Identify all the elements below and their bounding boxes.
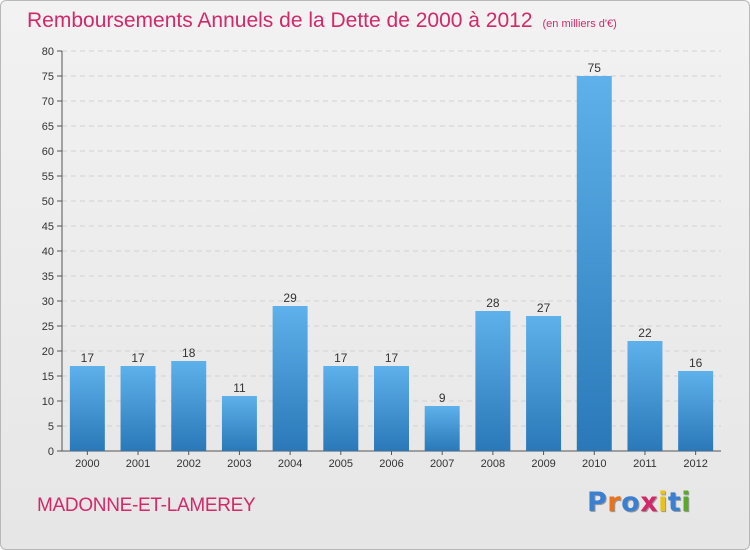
x-tick-label: 2011 xyxy=(633,458,657,470)
bar xyxy=(627,341,663,451)
x-tick-label: 2002 xyxy=(176,458,200,470)
data-label: 11 xyxy=(233,381,246,395)
commune-name: MADONNE-ET-LAMEREY xyxy=(37,495,256,516)
x-tick-label: 2003 xyxy=(227,458,251,470)
data-label: 22 xyxy=(638,326,652,340)
y-tick-label: 5 xyxy=(48,421,54,433)
y-tick-label: 25 xyxy=(42,321,54,333)
chart-subtitle: (en milliers d'€) xyxy=(542,18,617,30)
bar xyxy=(272,306,308,451)
data-label: 28 xyxy=(486,296,500,310)
x-tick-label: 2004 xyxy=(278,458,302,470)
x-tick-label: 2006 xyxy=(379,458,403,470)
chart-title-area: Remboursements Annuels de la Dette de 20… xyxy=(27,9,617,33)
data-label: 17 xyxy=(385,351,399,365)
data-label: 75 xyxy=(588,61,602,75)
y-tick-label: 10 xyxy=(42,396,54,408)
data-label: 9 xyxy=(439,391,446,405)
data-label: 17 xyxy=(131,351,145,365)
chart-title: Remboursements Annuels de la Dette de 20… xyxy=(27,9,533,32)
x-tick-label: 2012 xyxy=(683,458,707,470)
y-tick-label: 55 xyxy=(42,171,54,183)
bar xyxy=(374,366,409,451)
x-tick-label: 2000 xyxy=(75,458,99,470)
y-tick-label: 15 xyxy=(42,371,54,383)
bar xyxy=(526,316,562,451)
bar xyxy=(678,371,714,451)
data-label: 18 xyxy=(182,346,196,360)
data-label: 16 xyxy=(689,356,703,370)
x-tick-label: 2009 xyxy=(531,458,555,470)
y-tick-label: 65 xyxy=(42,121,54,133)
logo-letter: x xyxy=(640,487,659,518)
proxiti-logo: Proxiti xyxy=(587,487,691,518)
y-tick-label: 20 xyxy=(42,346,54,358)
logo-letter: i xyxy=(658,487,668,518)
bar xyxy=(120,366,156,451)
y-tick-label: 80 xyxy=(42,46,54,58)
y-tick-label: 45 xyxy=(42,221,54,233)
bar xyxy=(576,76,612,451)
y-tick-label: 60 xyxy=(42,146,54,158)
x-tick-label: 2008 xyxy=(481,458,505,470)
y-tick-label: 50 xyxy=(42,196,54,208)
bar xyxy=(475,311,511,451)
logo-letter: r xyxy=(607,487,622,518)
bar xyxy=(171,361,207,451)
y-tick-label: 35 xyxy=(42,271,54,283)
data-labels: 17 17 18 11 29 17 17 9 28 27 75 22 16 xyxy=(81,61,703,405)
data-label: 29 xyxy=(283,291,297,305)
bar xyxy=(221,396,257,451)
logo-letter: i xyxy=(681,487,692,518)
logo-letter: t xyxy=(667,487,682,518)
x-tick-label: 2007 xyxy=(430,458,454,470)
y-tick-label: 70 xyxy=(42,96,54,108)
bar xyxy=(424,406,460,451)
data-label: 27 xyxy=(537,301,551,315)
y-tick-label: 30 xyxy=(42,296,54,308)
axes: 0 5 10 15 20 25 30 35 40 45 50 55 60 65 70 75 80 2000 2001… xyxy=(42,46,721,470)
bar xyxy=(69,366,105,451)
x-tick-label: 2005 xyxy=(329,458,353,470)
data-label: 17 xyxy=(334,351,348,365)
y-tick-label: 40 xyxy=(42,246,54,258)
data-label: 17 xyxy=(81,351,95,365)
y-tick-label: 0 xyxy=(48,446,54,458)
x-tick-label: 2001 xyxy=(126,458,150,470)
logo-letter: o xyxy=(621,487,641,518)
bar xyxy=(323,366,359,451)
bars xyxy=(69,76,714,451)
y-tick-label: 75 xyxy=(42,71,54,83)
x-tick-label: 2010 xyxy=(582,458,606,470)
logo-letter: P xyxy=(587,487,608,518)
